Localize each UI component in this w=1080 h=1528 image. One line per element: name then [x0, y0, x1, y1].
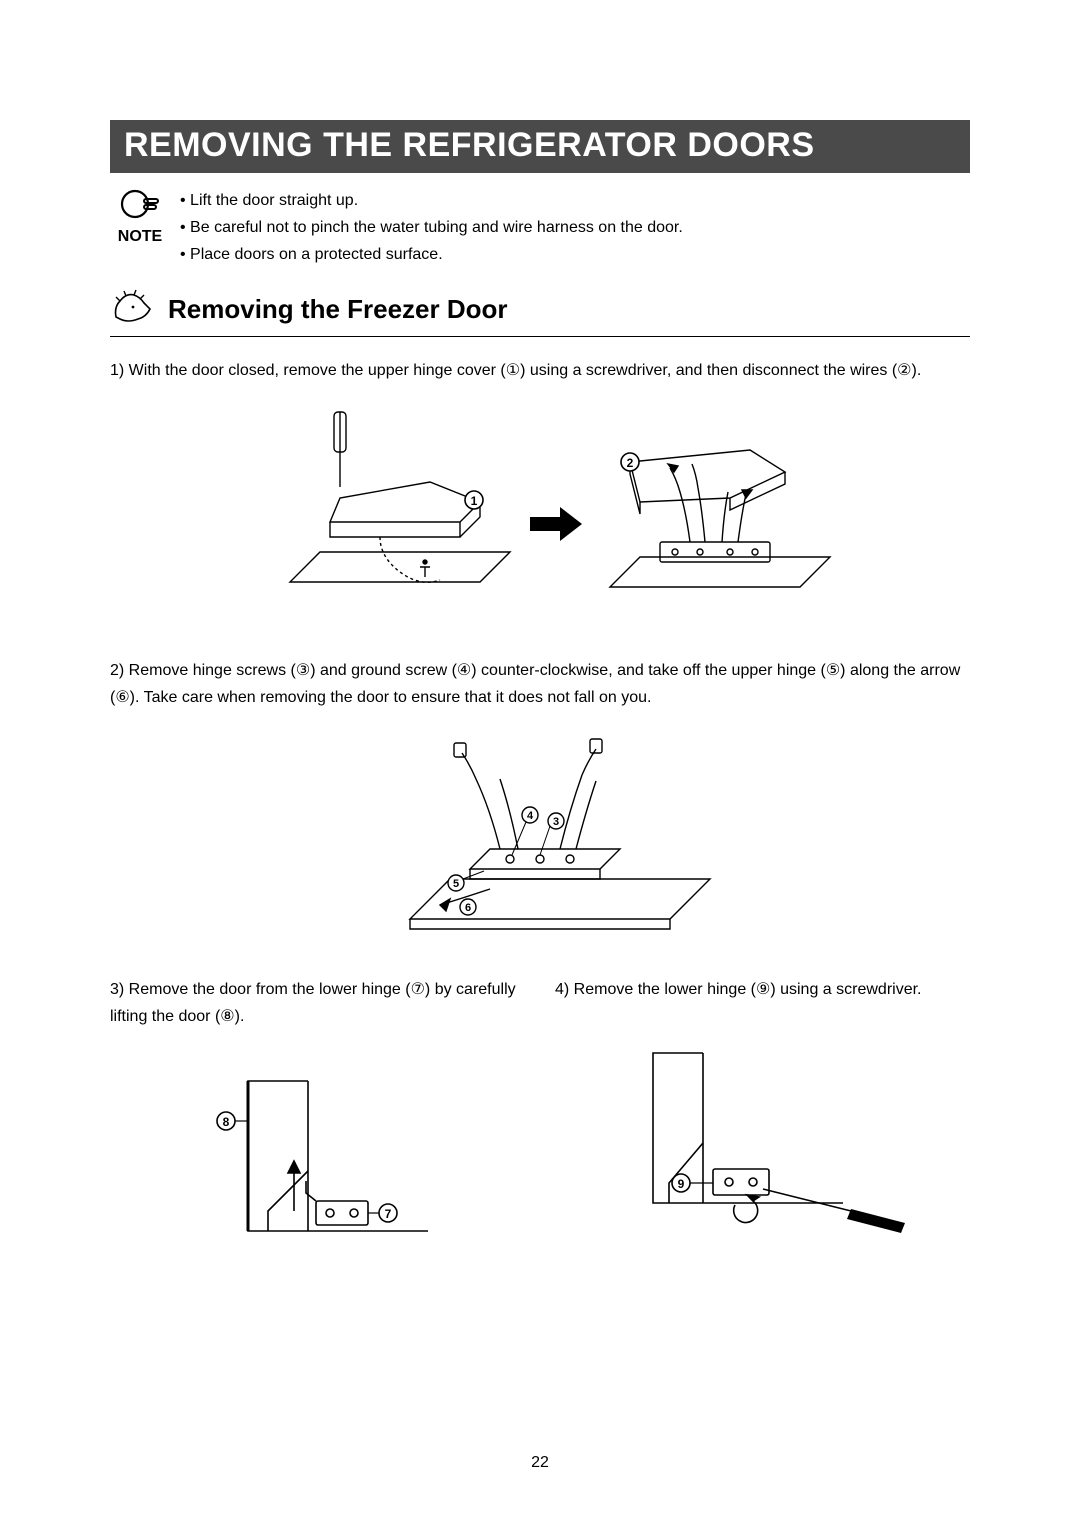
- step-text: 2) Remove hinge screws (③) and ground sc…: [110, 662, 960, 706]
- page-title-bar: REMOVING THE REFRIGERATOR DOORS: [110, 120, 970, 173]
- note-icon-column: NOTE: [110, 187, 170, 246]
- svg-text:4: 4: [527, 810, 534, 822]
- manual-page: REMOVING THE REFRIGERATOR DOORS NOTE • L…: [0, 0, 1080, 1528]
- note-block: NOTE • Lift the door straight up. • Be c…: [110, 187, 970, 269]
- step-text: 4) Remove the lower hinge (⑨) using a sc…: [555, 981, 922, 998]
- diagram-step-3: 8 7: [110, 1061, 525, 1266]
- note-label: NOTE: [118, 228, 162, 246]
- step-2-text: 2) Remove hinge screws (③) and ground sc…: [110, 657, 970, 711]
- note-bullet: • Be careful not to pinch the water tubi…: [180, 214, 683, 241]
- svg-text:5: 5: [453, 878, 459, 890]
- callout: 1: [471, 494, 478, 508]
- step-4-column: 4) Remove the lower hinge (⑨) using a sc…: [555, 976, 970, 1265]
- note-bullet-text: Be careful not to pinch the water tubing…: [190, 219, 683, 236]
- step-3-text: 3) Remove the door from the lower hinge …: [110, 976, 525, 1030]
- diagram-step-1: 1: [110, 402, 970, 637]
- step-1-text: 1) With the door closed, remove the uppe…: [110, 357, 970, 384]
- page-title: REMOVING THE REFRIGERATOR DOORS: [124, 126, 815, 164]
- section-header: Removing the Freezer Door: [110, 287, 970, 337]
- svg-text:7: 7: [384, 1207, 391, 1221]
- finger-icon: [110, 287, 156, 332]
- diagram-illustration: 3 4 5 6: [350, 729, 730, 954]
- note-bullet-text: Place doors on a protected surface.: [190, 246, 443, 263]
- step-3-column: 3) Remove the door from the lower hinge …: [110, 976, 525, 1265]
- page-number: 22: [0, 1454, 1080, 1472]
- svg-text:3: 3: [553, 816, 559, 828]
- callout: 2: [627, 456, 634, 470]
- note-bullet: • Lift the door straight up.: [180, 187, 683, 214]
- diagram-step-2: 3 4 5 6: [110, 729, 970, 954]
- svg-text:6: 6: [465, 902, 471, 914]
- note-bullet-text: Lift the door straight up.: [190, 192, 358, 209]
- diagram-illustration: 8 7: [188, 1061, 448, 1266]
- svg-text:8: 8: [222, 1115, 229, 1129]
- note-hand-icon: [119, 187, 161, 226]
- diagram-step-4: 9: [555, 1033, 970, 1238]
- step-text: 3) Remove the door from the lower hinge …: [110, 981, 516, 1025]
- step-text: 1) With the door closed, remove the uppe…: [110, 362, 921, 379]
- diagram-illustration: 1: [230, 402, 850, 637]
- svg-text:9: 9: [677, 1177, 684, 1191]
- step-4-text: 4) Remove the lower hinge (⑨) using a sc…: [555, 976, 970, 1003]
- diagram-illustration: 9: [613, 1033, 913, 1238]
- note-bullets: • Lift the door straight up. • Be carefu…: [180, 187, 683, 269]
- steps-3-4-row: 3) Remove the door from the lower hinge …: [110, 976, 970, 1265]
- section-title: Removing the Freezer Door: [168, 294, 508, 325]
- note-bullet: • Place doors on a protected surface.: [180, 241, 683, 268]
